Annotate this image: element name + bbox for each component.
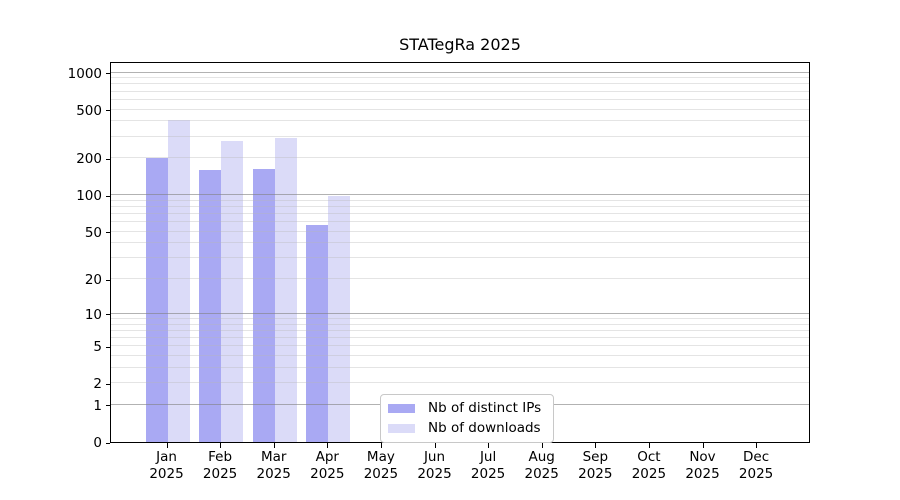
y-tick-label: 1 [93, 397, 102, 414]
minor-gridline [111, 336, 809, 338]
major-gridline [111, 194, 809, 196]
minor-gridline [111, 199, 809, 201]
x-tick [380, 443, 382, 448]
y-tick [106, 232, 110, 234]
x-tick [327, 443, 329, 448]
bar-jan-downloads [167, 120, 190, 442]
minor-gridline [111, 230, 809, 232]
legend-swatch-downloads-icon [388, 424, 415, 433]
legend-label-distinct-ips: Nb of distinct IPs [428, 400, 542, 416]
y-tick [106, 442, 110, 444]
major-gridline [111, 312, 809, 314]
y-tick-label: 20 [84, 272, 102, 289]
minor-gridline [111, 120, 809, 122]
minor-gridline [111, 213, 809, 214]
y-tick-label: 10 [84, 306, 102, 323]
x-tick-label: Dec 2025 [738, 449, 774, 482]
x-tick [756, 443, 758, 448]
legend-item-distinct-ips: Nb of distinct IPs [388, 399, 541, 418]
y-tick-label: 5 [93, 339, 102, 356]
minor-gridline [111, 382, 809, 384]
x-tick-label: Apr 2025 [310, 449, 345, 482]
chart-title: STATegRa 2025 [399, 35, 521, 54]
x-tick [541, 443, 543, 448]
minor-gridline [111, 135, 809, 137]
minor-gridline [111, 354, 809, 356]
x-tick-label: Aug 2025 [524, 449, 559, 482]
minor-gridline [111, 157, 809, 159]
x-tick [166, 443, 168, 448]
x-tick-label: May 2025 [363, 449, 399, 482]
minor-gridline [111, 90, 809, 92]
minor-gridline [111, 323, 809, 325]
y-tick-label: 50 [84, 224, 102, 241]
x-tick-label: Jan 2025 [149, 449, 184, 482]
x-tick-label: Mar 2025 [256, 449, 291, 482]
x-tick-label: Jul 2025 [470, 449, 506, 482]
minor-gridline [111, 242, 809, 244]
bars-layer [111, 63, 809, 442]
bar-mar-downloads [274, 138, 297, 442]
y-tick-label: 2 [93, 376, 102, 393]
bar-apr-distinct-ips [306, 224, 329, 442]
y-tick [106, 73, 110, 74]
bar-mar-distinct-ips [252, 169, 275, 442]
legend-swatch-distinct-ips-icon [388, 404, 415, 413]
x-tick [273, 443, 275, 448]
x-tick-label: Feb 2025 [202, 449, 238, 482]
x-tick [702, 443, 704, 448]
x-tick [434, 443, 436, 448]
x-tick-label: Jun 2025 [417, 449, 452, 482]
x-tick-label: Oct 2025 [631, 449, 667, 482]
legend-label-downloads: Nb of downloads [428, 420, 541, 436]
y-tick [106, 383, 110, 385]
minor-gridline [111, 329, 809, 331]
minor-gridline [111, 108, 809, 110]
major-gridline [111, 71, 809, 73]
plot-area: Nb of distinct IPs Nb of downloads [110, 62, 810, 443]
bar-feb-distinct-ips [199, 170, 222, 442]
x-tick [220, 443, 222, 448]
minor-gridline [111, 206, 809, 207]
y-tick [106, 279, 110, 281]
y-tick [106, 110, 110, 111]
legend: Nb of distinct IPs Nb of downloads [380, 394, 555, 443]
bar-feb-downloads [221, 141, 244, 442]
minor-gridline [111, 257, 809, 259]
y-tick [106, 158, 110, 160]
legend-item-downloads: Nb of downloads [388, 419, 541, 438]
minor-gridline [111, 366, 809, 368]
y-tick [106, 405, 110, 407]
bar-apr-downloads [328, 196, 351, 442]
y-tick-label: 1000 [67, 65, 102, 82]
minor-gridline [111, 98, 809, 100]
x-tick [595, 443, 597, 448]
minor-gridline [111, 77, 809, 79]
minor-gridline [111, 317, 809, 319]
y-tick [106, 346, 110, 348]
x-tick [648, 443, 650, 448]
minor-gridline [111, 345, 809, 347]
bar-jan-distinct-ips [145, 158, 168, 442]
minor-gridline [111, 278, 809, 280]
y-tick [106, 195, 110, 197]
y-tick-label: 0 [93, 435, 102, 451]
y-tick-label: 200 [76, 151, 102, 168]
x-tick [488, 443, 490, 448]
y-tick-label: 500 [76, 102, 102, 119]
y-tick [106, 314, 110, 316]
y-tick-label: 100 [76, 188, 102, 205]
x-tick-label: Nov 2025 [685, 449, 720, 482]
minor-gridline [111, 221, 809, 223]
x-tick-label: Sep 2025 [578, 449, 613, 482]
minor-gridline [111, 83, 809, 85]
